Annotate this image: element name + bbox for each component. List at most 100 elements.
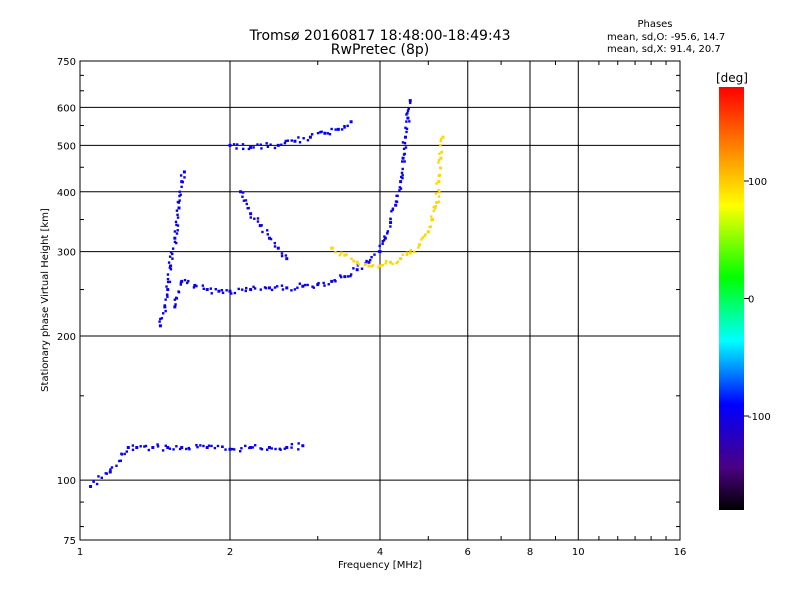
data-point — [166, 295, 169, 298]
data-point — [391, 262, 394, 266]
data-point — [302, 137, 305, 140]
data-point — [323, 284, 326, 287]
data-point — [260, 147, 263, 150]
data-point — [438, 190, 441, 194]
colorbar-ticks: 100 0 -100 — [744, 177, 771, 423]
x-axis-label: Frequency [MHz] — [338, 560, 422, 571]
data-point — [264, 286, 268, 290]
data-point — [177, 290, 180, 293]
data-point — [166, 280, 170, 284]
data-point — [164, 444, 167, 447]
data-point — [338, 253, 342, 257]
data-point — [389, 225, 392, 228]
data-point — [301, 444, 305, 448]
data-point — [178, 199, 181, 202]
data-point — [214, 287, 217, 291]
data-point — [285, 445, 289, 449]
data-point — [183, 278, 187, 282]
data-point — [237, 287, 240, 291]
data-point — [404, 146, 408, 149]
data-point — [405, 251, 409, 255]
data-point — [430, 215, 433, 218]
data-point — [286, 139, 290, 142]
data-point — [273, 146, 277, 150]
data-point — [399, 180, 403, 184]
data-point — [158, 324, 162, 328]
data-point — [173, 236, 177, 240]
data-point — [345, 253, 348, 256]
data-point — [241, 195, 244, 198]
data-point — [306, 283, 309, 287]
data-point — [434, 205, 438, 208]
data-point — [175, 296, 178, 300]
y-tick-label: 100 — [57, 476, 76, 487]
data-point — [166, 445, 170, 449]
data-point — [355, 268, 359, 272]
data-point — [158, 320, 161, 323]
data-point — [174, 220, 178, 224]
data-point — [400, 175, 403, 179]
data-point — [176, 216, 180, 219]
data-point — [245, 202, 248, 206]
data-point — [173, 240, 177, 244]
data-point — [378, 264, 382, 268]
data-point — [417, 246, 420, 249]
data-point — [259, 288, 262, 291]
data-point — [163, 305, 167, 309]
data-point — [343, 126, 346, 129]
data-point — [252, 285, 255, 289]
data-point — [210, 292, 213, 295]
data-point — [401, 160, 404, 163]
data-point — [431, 218, 435, 222]
data-point — [405, 130, 408, 134]
data-point — [210, 444, 213, 448]
data-point — [259, 447, 262, 450]
data-point — [389, 260, 393, 264]
data-point — [439, 167, 443, 170]
data-point — [131, 448, 135, 452]
data-point — [168, 266, 172, 269]
data-point — [298, 141, 302, 144]
data-point — [242, 199, 246, 202]
data-point — [401, 253, 404, 256]
data-point — [89, 484, 93, 488]
data-point — [349, 120, 353, 124]
data-point — [401, 176, 404, 180]
data-point — [244, 199, 248, 202]
data-point — [280, 143, 283, 146]
data-point — [316, 131, 320, 135]
data-point — [346, 275, 350, 278]
data-point — [270, 288, 274, 292]
data-point — [256, 220, 260, 223]
data-point — [249, 445, 253, 449]
data-point — [367, 264, 371, 268]
data-point — [401, 141, 405, 144]
data-point — [273, 286, 277, 289]
data-point — [317, 281, 320, 285]
data-point — [207, 444, 211, 447]
data-point — [251, 446, 254, 449]
data-point — [389, 217, 392, 221]
data-point — [131, 444, 135, 447]
data-point — [182, 170, 186, 174]
data-point — [185, 447, 188, 451]
data-point — [171, 247, 175, 250]
data-point — [178, 447, 182, 451]
data-point — [253, 444, 257, 447]
data-point — [192, 286, 196, 289]
data-point — [179, 193, 182, 196]
data-point — [159, 317, 162, 321]
data-point — [403, 152, 406, 156]
data-point — [405, 113, 408, 116]
data-point — [285, 286, 289, 290]
data-point — [164, 298, 167, 301]
data-point — [100, 476, 103, 480]
data-point — [426, 230, 430, 234]
data-point — [334, 280, 337, 283]
data-point — [228, 289, 232, 293]
data-point — [266, 145, 270, 148]
data-point — [340, 128, 344, 131]
data-point — [413, 250, 416, 253]
x-tick-label: 2 — [227, 547, 233, 558]
data-point — [266, 233, 269, 236]
